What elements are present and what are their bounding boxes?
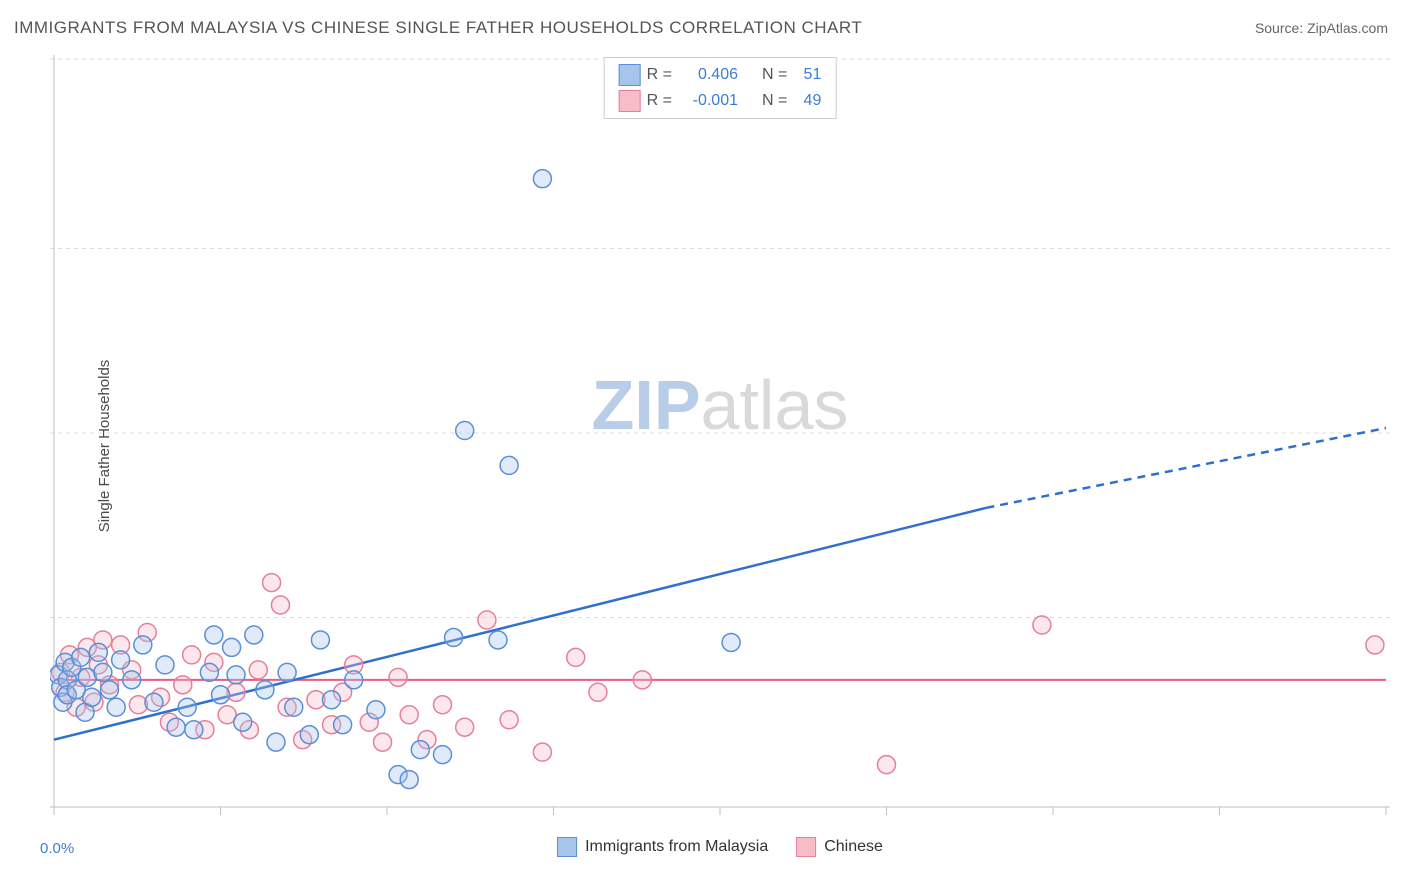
- chart-title: IMMIGRANTS FROM MALAYSIA VS CHINESE SING…: [14, 18, 862, 38]
- r-value: 0.406: [678, 66, 738, 84]
- n-label: N =: [762, 92, 787, 110]
- legend-item: Chinese: [796, 837, 883, 857]
- legend-swatch-pink: [619, 90, 641, 112]
- n-label: N =: [762, 66, 787, 84]
- source-name: ZipAtlas.com: [1307, 20, 1388, 36]
- plot-area: ZIPatlas R = 0.406 N = 51 R = -0.001 N =…: [50, 55, 1390, 815]
- legend-swatch-blue: [557, 837, 577, 857]
- source-credit: Source: ZipAtlas.com: [1255, 20, 1388, 36]
- legend-item: Immigrants from Malaysia: [557, 837, 768, 857]
- r-label: R =: [647, 92, 672, 110]
- legend-stats: R = 0.406 N = 51 R = -0.001 N = 49: [604, 57, 837, 119]
- legend-stats-row: R = -0.001 N = 49: [619, 88, 822, 114]
- legend-swatch-blue: [619, 64, 641, 86]
- r-value: -0.001: [678, 92, 738, 110]
- legend-stats-row: R = 0.406 N = 51: [619, 62, 822, 88]
- legend-series: Immigrants from Malaysia Chinese: [557, 837, 883, 857]
- plot-svg: [50, 55, 1390, 815]
- r-label: R =: [647, 66, 672, 84]
- n-value: 49: [793, 92, 821, 110]
- source-label: Source:: [1255, 20, 1307, 36]
- legend-label: Chinese: [824, 838, 883, 856]
- legend-label: Immigrants from Malaysia: [585, 838, 768, 856]
- legend-swatch-pink: [796, 837, 816, 857]
- n-value: 51: [793, 66, 821, 84]
- chart-container: IMMIGRANTS FROM MALAYSIA VS CHINESE SING…: [0, 0, 1406, 892]
- x-min-label: 0.0%: [40, 840, 74, 857]
